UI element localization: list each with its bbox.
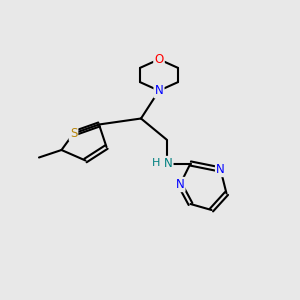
Text: N: N xyxy=(154,84,164,97)
Text: N: N xyxy=(176,178,184,191)
Text: N: N xyxy=(216,163,225,176)
Text: O: O xyxy=(154,53,164,66)
Text: N: N xyxy=(164,157,172,170)
Text: S: S xyxy=(70,127,77,140)
Text: H: H xyxy=(152,158,160,169)
